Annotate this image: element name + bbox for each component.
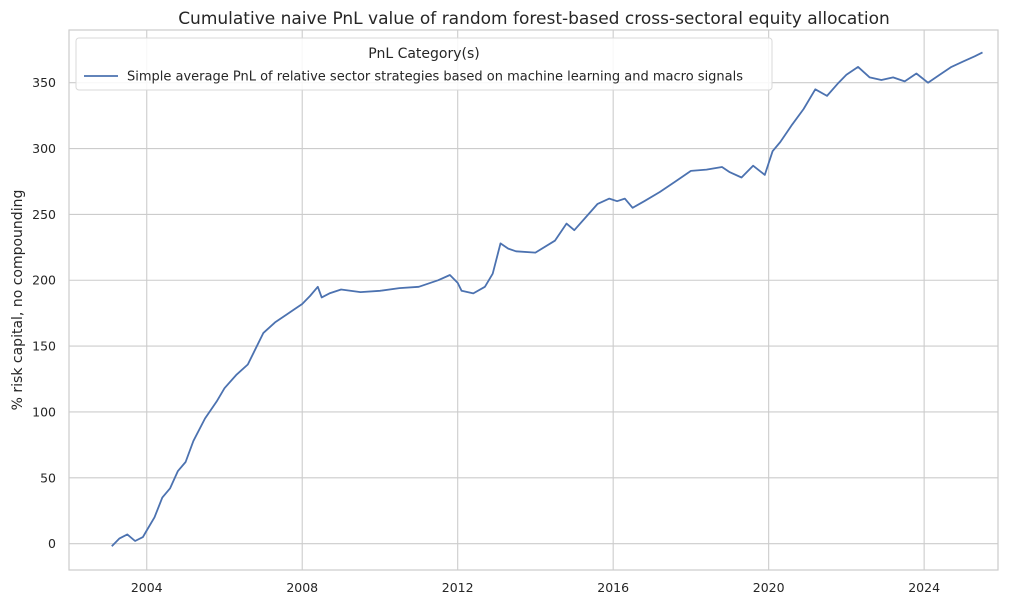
legend: PnL Category(s) Simple average PnL of re… (75, 37, 773, 91)
chart-title: Cumulative naive PnL value of random for… (178, 9, 890, 29)
y-tick-label: 300 (32, 141, 56, 156)
legend-title: PnL Category(s) (368, 46, 480, 62)
y-tick-label: 0 (48, 536, 56, 551)
x-tick-label: 2004 (131, 580, 163, 595)
x-tick-label: 2008 (286, 580, 318, 595)
y-tick-label: 50 (40, 470, 56, 485)
y-tick-label: 150 (32, 339, 56, 354)
legend-box (75, 37, 773, 91)
series-lines (111, 51, 983, 547)
y-tick-label: 200 (32, 273, 56, 288)
y-axis-label: % risk capital, no compounding (10, 190, 26, 411)
x-tick-label: 2012 (442, 580, 474, 595)
y-tick-label: 250 (32, 207, 56, 222)
series-line (111, 51, 983, 547)
grid-lines (69, 30, 998, 570)
tick-labels: 0 50 100 150 200 250 300 350 2004 2008 2012 2016 202… (32, 75, 940, 595)
y-tick-label: 100 (32, 404, 56, 419)
y-tick-label: 350 (32, 75, 56, 90)
plot-frame (68, 29, 999, 571)
x-tick-label: 2024 (908, 580, 940, 595)
x-tick-label: 2020 (753, 580, 785, 595)
x-tick-label: 2016 (597, 580, 629, 595)
legend-entry: Simple average PnL of relative sector st… (127, 70, 743, 85)
